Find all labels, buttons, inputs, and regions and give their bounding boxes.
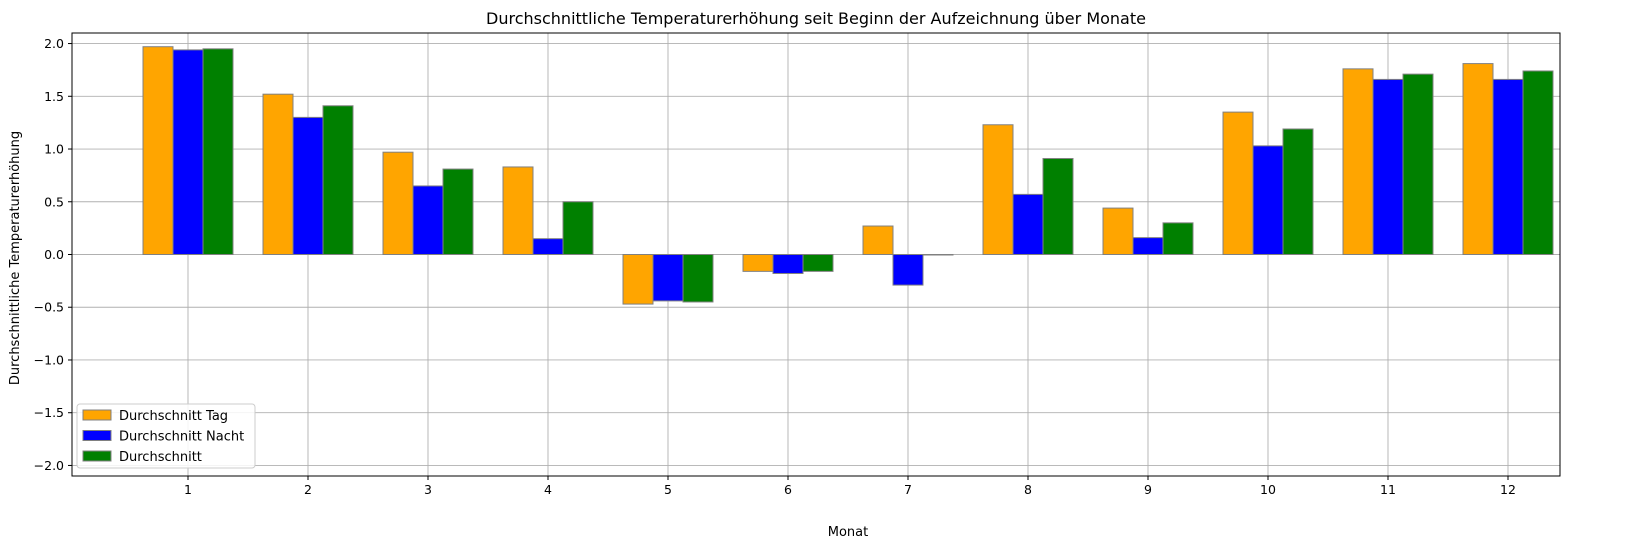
x-tick-label: 8 [1024, 482, 1032, 497]
bar [982, 124, 1014, 255]
bar [1042, 158, 1074, 255]
bar [802, 254, 834, 272]
y-axis-label: Durchschnittliche Temperaturerhöhung [8, 131, 23, 385]
bar [1462, 63, 1494, 256]
axis-ticks: 2.01.51.00.50.0−0.5−1.0−1.5−2.01 2 3 4 5 6 7 8 9… [34, 36, 1516, 497]
bar [262, 93, 294, 255]
legend-label: Durchschnitt [119, 450, 202, 465]
bar [1102, 207, 1134, 255]
x-axis-label: Monat [828, 525, 868, 540]
bar [742, 254, 774, 272]
bar [622, 254, 654, 305]
bar [892, 254, 924, 286]
y-tick-label: 0.5 [44, 194, 64, 209]
bar [532, 238, 564, 256]
y-tick-label: 2.0 [44, 36, 64, 51]
bar [382, 151, 414, 255]
bar [862, 225, 894, 255]
y-tick-label: −1.5 [34, 405, 64, 420]
bar [1132, 237, 1164, 255]
x-tick-label: 1 [184, 482, 192, 497]
x-tick-label: 3 [424, 482, 432, 497]
bar [172, 49, 204, 255]
chart-title: Durchschnittliche Temperaturerhöhung sei… [486, 9, 1146, 28]
x-tick-label: 10 [1260, 482, 1276, 497]
y-tick-label: 1.0 [44, 142, 64, 157]
bar [1492, 78, 1524, 255]
bar [1342, 68, 1374, 255]
y-tick-label: −0.5 [34, 300, 64, 315]
legend-label: Durchschnitt Tag [119, 409, 228, 424]
bar [772, 254, 804, 274]
x-tick-label: 4 [544, 482, 552, 497]
bar [652, 254, 684, 302]
bar [1162, 222, 1194, 256]
bar [1012, 193, 1044, 255]
x-tick-label: 6 [784, 482, 792, 497]
x-tick-label: 12 [1500, 482, 1516, 497]
x-tick-label: 11 [1380, 482, 1396, 497]
y-tick-label: −1.0 [34, 352, 64, 367]
bar [922, 254, 954, 256]
legend-swatch [82, 409, 112, 421]
bar [292, 116, 324, 255]
bar [502, 166, 534, 255]
bar [142, 46, 174, 256]
bar [1252, 145, 1284, 255]
bar [1282, 128, 1314, 256]
bar [682, 254, 714, 303]
legend-swatch [82, 450, 112, 462]
legend-label: Durchschnitt Nacht [119, 430, 244, 445]
legend-swatch [82, 430, 112, 441]
x-tick-label: 5 [664, 482, 672, 497]
bar [1522, 70, 1554, 255]
bar [412, 185, 444, 255]
bar [562, 201, 594, 255]
x-tick-label: 9 [1144, 482, 1152, 497]
x-tick-label: 2 [304, 482, 312, 497]
bar [1402, 73, 1434, 255]
bar [202, 48, 234, 256]
legend-box [76, 403, 256, 469]
bar [1222, 111, 1254, 255]
bar [1372, 78, 1404, 255]
y-tick-label: 0.0 [44, 247, 64, 262]
bar [442, 168, 474, 255]
legend: Durchschnitt Tag Durchschnitt Nacht Durchs… [76, 403, 256, 469]
x-tick-label: 7 [904, 482, 912, 497]
y-tick-label: −2.0 [34, 458, 64, 473]
bar [322, 105, 354, 256]
bars [142, 46, 1554, 305]
y-tick-label: 1.5 [44, 89, 64, 104]
